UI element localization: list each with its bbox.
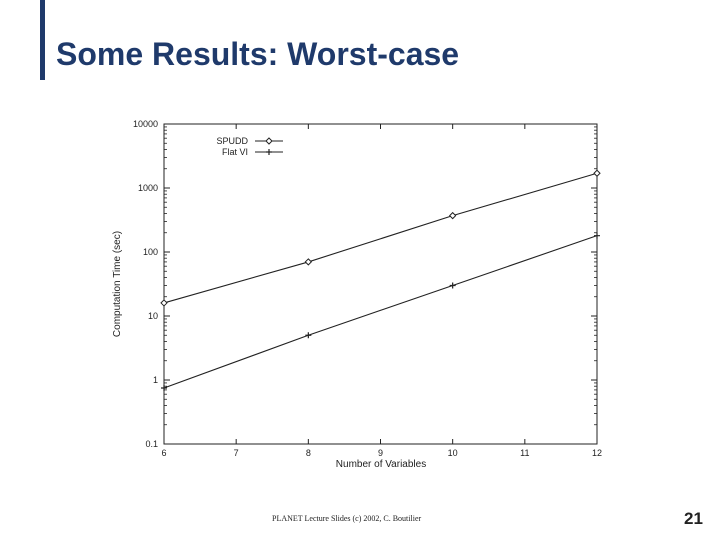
x-tick-label: 9 (378, 448, 383, 458)
x-tick-label: 8 (306, 448, 311, 458)
y-tick-label: 10 (148, 311, 158, 321)
series-line-1 (163, 235, 598, 389)
y-tick-label: 0.1 (145, 439, 158, 449)
y-tick-label: 10000 (133, 119, 158, 129)
slide-title: Some Results: Worst-case (56, 36, 460, 72)
data-point-diamond (593, 169, 601, 177)
footer-credit: PLANET Lecture Slides (c) 2002, C. Bouti… (272, 514, 422, 523)
y-tick-label: 100 (143, 247, 158, 257)
data-point-diamond (448, 211, 457, 220)
legend-label: SPUDD (216, 136, 248, 146)
y-tick-label: 1 (153, 375, 158, 385)
data-point-diamond (304, 258, 313, 266)
page-number: 21 (684, 509, 703, 528)
y-tick-label: 1000 (138, 183, 158, 193)
legend-label: Flat VI (222, 147, 248, 157)
data-point-diamond (160, 299, 168, 307)
data-point-plus (594, 232, 600, 239)
x-tick-label: 11 (520, 448, 529, 458)
x-tick-label: 6 (161, 448, 166, 458)
x-tick-label: 10 (448, 448, 458, 458)
title-accent-bar (40, 0, 45, 80)
data-point-plus (161, 384, 167, 391)
data-point-plus (449, 282, 456, 289)
data-point-plus (305, 332, 312, 339)
data-point-plus (266, 149, 272, 155)
series-line-0 (163, 172, 598, 304)
data-point-diamond (265, 137, 273, 145)
x-tick-label: 7 (234, 448, 239, 458)
x-tick-label: 12 (592, 448, 602, 458)
y-axis-label: Computation Time (sec) (112, 231, 123, 337)
x-axis-label: Number of Variables (336, 459, 426, 470)
